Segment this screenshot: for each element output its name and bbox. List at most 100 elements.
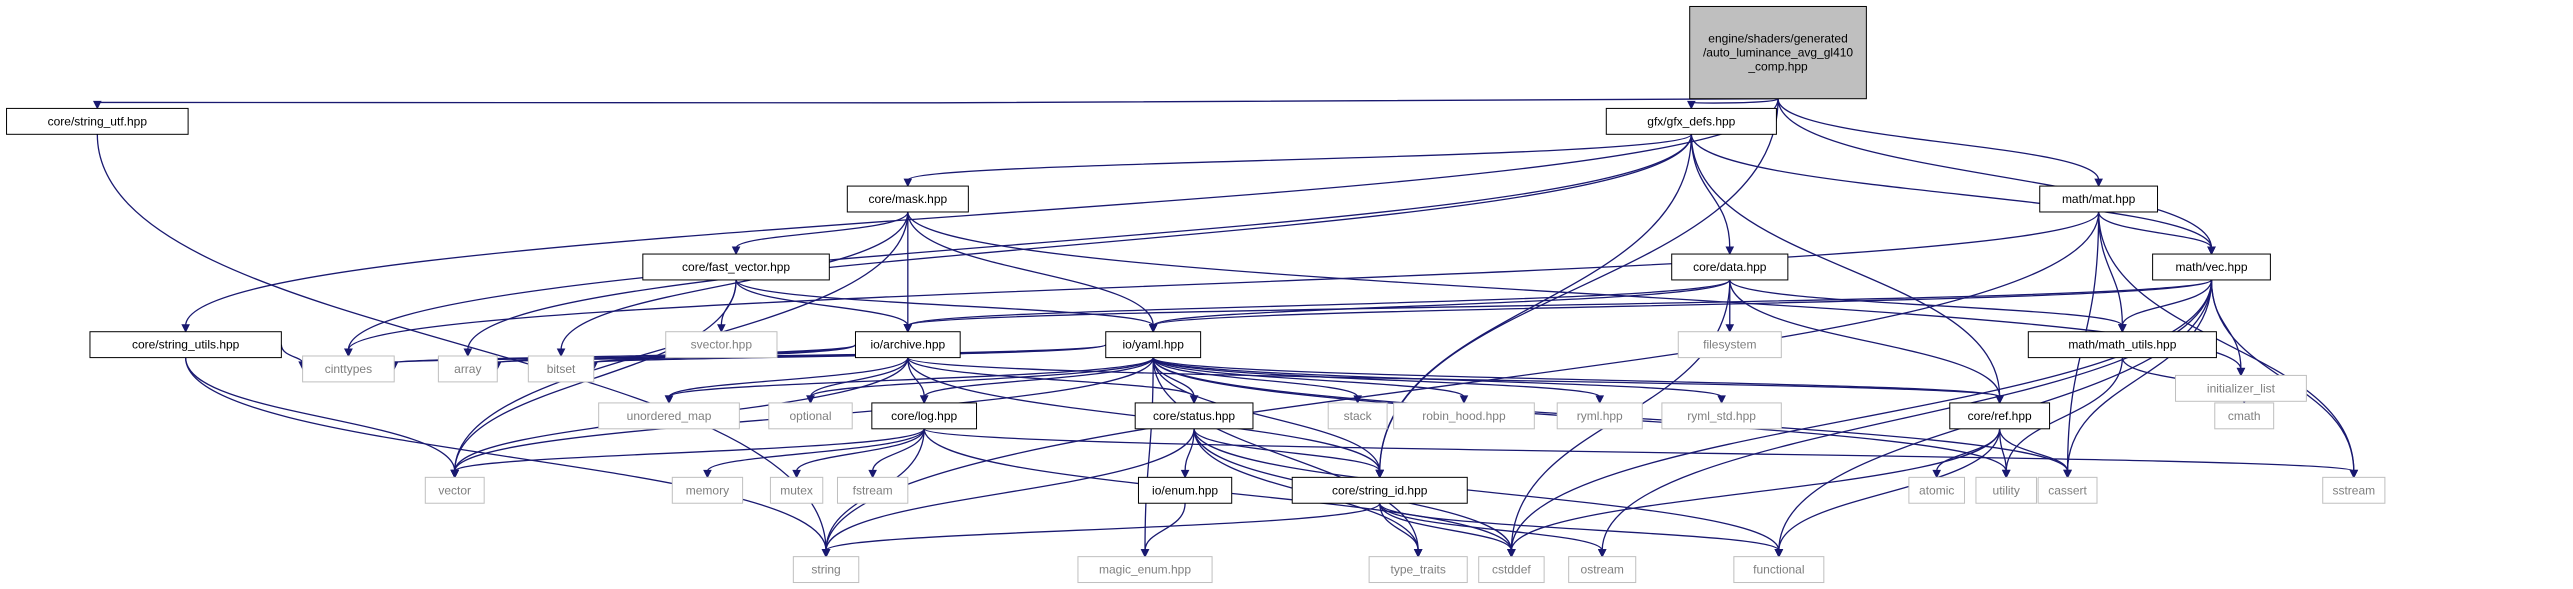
- node-box: [1677, 331, 1782, 359]
- node-box: [1689, 5, 1867, 100]
- node-memory: memory: [671, 476, 744, 504]
- edge-yaml-to-ryml_std: [1152, 357, 1726, 405]
- node-vec[interactable]: math/vec.hpp: [2152, 253, 2271, 281]
- node-box: [2039, 185, 2159, 213]
- node-svector: svector.hpp: [665, 331, 778, 359]
- node-box: [871, 402, 978, 430]
- node-box: [1327, 402, 1388, 430]
- node-label: array: [454, 362, 481, 376]
- node-string-id[interactable]: core/string_id.hpp: [1291, 476, 1468, 504]
- node-ref[interactable]: core/ref.hpp: [1949, 402, 2051, 430]
- node-label: unordered_map: [627, 409, 712, 423]
- edge-root-to-mat: [1777, 98, 2103, 188]
- node-label: string: [811, 563, 840, 577]
- node-label: core/string_utils.hpp: [132, 338, 240, 352]
- edge-ref-to-functional: [1774, 428, 2001, 558]
- node-box: [1568, 556, 1637, 584]
- edge-log-to-mutex: [792, 428, 925, 479]
- node-box: [2027, 331, 2217, 359]
- node-box: [1975, 476, 2037, 504]
- node-label: optional: [789, 409, 831, 423]
- node-box: [437, 355, 498, 383]
- edge-root-to-string_utf: [93, 98, 1779, 110]
- edge-ref-to-utility: [1999, 428, 2011, 479]
- node-mat[interactable]: math/mat.hpp: [2039, 185, 2159, 213]
- edge-data-to-archive: [903, 279, 1731, 333]
- node-data[interactable]: core/data.hpp: [1671, 253, 1789, 281]
- node-fast-vector[interactable]: core/fast_vector.hpp: [642, 253, 830, 281]
- edge-yaml-to-log: [919, 357, 1154, 405]
- node-root[interactable]: engine/shaders/generated/auto_luminance_…: [1689, 5, 1867, 100]
- node-string-utils[interactable]: core/string_utils.hpp: [89, 331, 282, 359]
- node-label: core/log.hpp: [891, 409, 957, 423]
- edge-yaml-to-optional: [806, 357, 1154, 405]
- node-label: ryml.hpp: [1577, 409, 1623, 423]
- node-label: core/ref.hpp: [1968, 409, 2032, 423]
- node-box: [792, 556, 860, 584]
- edge-gfx_defs-to-array: [463, 134, 1692, 358]
- edge-fast_vector-to-yaml: [735, 279, 1158, 333]
- edge-string_id-to-string: [821, 502, 1381, 558]
- edge-mat-to-math_utils: [2097, 211, 2127, 333]
- edge-mask-to-bitset: [556, 211, 909, 358]
- node-label: math/vec.hpp: [2175, 260, 2247, 274]
- edge-gfx_defs-to-mask: [903, 133, 1692, 188]
- edge-yaml-to-type_traits: [1152, 357, 1423, 558]
- node-label: bitset: [547, 362, 576, 376]
- node-label: initializer_list: [2207, 381, 2276, 395]
- edge-string_id-to-cstddef: [1379, 503, 1516, 558]
- node-box: [769, 476, 824, 504]
- node-label: atomic: [1919, 483, 1954, 497]
- node-box: [2214, 402, 2275, 430]
- edge-status-to-string_id: [1193, 428, 1385, 479]
- node-box: [1105, 331, 1202, 359]
- edge-fast_vector-to-archive: [735, 279, 913, 333]
- node-label: core/data.hpp: [1693, 260, 1767, 274]
- node-log[interactable]: core/log.hpp: [871, 402, 978, 430]
- edge-mat-to-string: [821, 211, 2100, 558]
- node-mask[interactable]: core/mask.hpp: [846, 185, 969, 213]
- edge-ref-to-atomic: [1932, 428, 2001, 479]
- node-status[interactable]: core/status.hpp: [1134, 402, 1254, 430]
- edge-vec-to-initializer_list: [2210, 279, 2246, 377]
- node-enum[interactable]: io/enum.hpp: [1137, 476, 1233, 504]
- node-mutex: mutex: [769, 476, 824, 504]
- node-box: [768, 402, 853, 430]
- node-label: type_traits: [1390, 563, 1445, 577]
- edge-log-to-sstream: [923, 428, 2359, 479]
- node-math-utils[interactable]: math/math_utils.hpp: [2027, 331, 2217, 359]
- node-optional: optional: [768, 402, 853, 430]
- node-label: cstddef: [1492, 563, 1531, 577]
- node-string-utf[interactable]: core/string_utf.hpp: [6, 107, 189, 135]
- node-box: [642, 253, 830, 281]
- edge-log-to-fstream: [868, 428, 925, 479]
- node-stack: stack: [1327, 402, 1388, 430]
- node-box: [1077, 556, 1213, 584]
- node-label: mutex: [780, 483, 813, 497]
- node-box: [2175, 374, 2307, 402]
- node-archive[interactable]: io/archive.hpp: [854, 331, 961, 359]
- node-label: cinttypes: [325, 362, 372, 376]
- node-array: array: [437, 355, 498, 383]
- edge-mat-to-vec: [2097, 211, 2216, 256]
- node-box: [846, 185, 969, 213]
- edge-yaml-to-robin_hood: [1152, 357, 1469, 405]
- node-cstddef: cstddef: [1478, 556, 1545, 584]
- edge-gfx_defs-to-cinttypes: [344, 134, 1692, 358]
- node-box: [2152, 253, 2271, 281]
- node-box: [598, 402, 740, 430]
- node-label: math/math_utils.hpp: [2068, 338, 2176, 352]
- node-box: [1556, 402, 1643, 430]
- node-yaml[interactable]: io/yaml.hpp: [1105, 331, 1202, 359]
- edge-ref-to-cassert: [1999, 428, 2072, 479]
- edge-enum-to-magic_enum: [1140, 503, 1186, 558]
- node-box: [1605, 107, 1777, 135]
- node-label: ryml_std.hpp: [1687, 409, 1756, 423]
- node-label: core/string_id.hpp: [1332, 483, 1428, 497]
- node-label: engine/shaders/generated: [1708, 32, 1847, 46]
- node-label: utility: [1993, 483, 2020, 497]
- node-box: [1393, 402, 1535, 430]
- node-gfx-defs[interactable]: gfx/gfx_defs.hpp: [1605, 107, 1777, 135]
- node-box: [1478, 556, 1545, 584]
- node-box: [1291, 476, 1468, 504]
